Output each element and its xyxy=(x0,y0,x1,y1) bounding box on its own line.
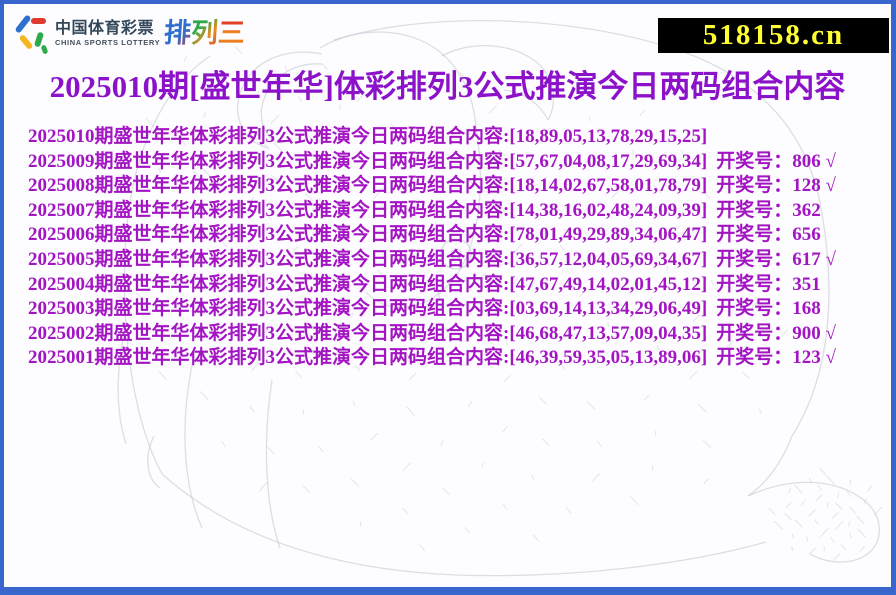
game-char-3: 三 xyxy=(217,12,247,54)
game-name-pailie3: 排 列 三 xyxy=(163,12,247,54)
prediction-row: 2025006期盛世年华体彩排列3公式推演今日两码组合内容:[78,01,49,… xyxy=(28,223,887,248)
prediction-row: 2025007期盛世年华体彩排列3公式推演今日两码组合内容:[14,38,16,… xyxy=(28,199,887,224)
row-text: 2025003期盛世年华体彩排列3公式推演今日两码组合内容:[03,69,14,… xyxy=(28,298,708,320)
row-text: 2025001期盛世年华体彩排列3公式推演今日两码组合内容:[46,39,59,… xyxy=(28,347,708,369)
row-text: 2025006期盛世年华体彩排列3公式推演今日两码组合内容:[78,01,49,… xyxy=(28,224,708,246)
row-text: 2025007期盛世年华体彩排列3公式推演今日两码组合内容:[14,38,16,… xyxy=(28,199,708,221)
brand-text: 中国体育彩票 CHINA SPORTS LOTTERY xyxy=(55,20,160,47)
logo-stroke-blue xyxy=(14,14,32,34)
prediction-row: 2025003期盛世年华体彩排列3公式推演今日两码组合内容:[03,69,14,… xyxy=(28,297,887,322)
site-domain-badge: 518158.cn xyxy=(658,18,889,53)
prediction-row: 2025004期盛世年华体彩排列3公式推演今日两码组合内容:[47,67,49,… xyxy=(28,273,887,298)
prediction-row: 2025002期盛世年华体彩排列3公式推演今日两码组合内容:[46,68,47,… xyxy=(28,322,887,347)
prediction-list: 2025010期盛世年华体彩排列3公式推演今日两码组合内容:[18,89,05,… xyxy=(28,125,887,371)
china-sports-lottery-logo: 中国体育彩票 CHINA SPORTS LOTTERY 排 列 三 xyxy=(14,12,247,55)
sports-lottery-mark-icon xyxy=(14,12,49,55)
row-result: 开奖号：351 xyxy=(716,273,821,295)
prediction-row: 2025009期盛世年华体彩排列3公式推演今日两码组合内容:[57,67,04,… xyxy=(28,150,887,175)
prediction-row: 2025010期盛世年华体彩排列3公式推演今日两码组合内容:[18,89,05,… xyxy=(28,125,887,150)
prediction-row: 2025008期盛世年华体彩排列3公式推演今日两码组合内容:[18,14,02,… xyxy=(28,174,887,199)
row-text: 2025002期盛世年华体彩排列3公式推演今日两码组合内容:[46,68,47,… xyxy=(28,322,708,344)
page-title: 2025010期[盛世年华]体彩排列3公式推演今日两码组合内容 xyxy=(49,69,846,104)
brand-name-cn: 中国体育彩票 xyxy=(55,19,155,37)
logo-stroke-green-small xyxy=(40,44,49,55)
prediction-row: 2025005期盛世年华体彩排列3公式推演今日两码组合内容:[36,57,12,… xyxy=(28,248,887,273)
row-result: 开奖号：128 √ xyxy=(716,175,836,197)
row-result: 开奖号：123 √ xyxy=(716,347,836,369)
prediction-row: 2025001期盛世年华体彩排列3公式推演今日两码组合内容:[46,39,59,… xyxy=(28,346,887,371)
row-text: 2025005期盛世年华体彩排列3公式推演今日两码组合内容:[36,57,12,… xyxy=(28,248,708,270)
row-text: 2025008期盛世年华体彩排列3公式推演今日两码组合内容:[18,14,02,… xyxy=(28,175,708,197)
header: 中国体育彩票 CHINA SPORTS LOTTERY 排 列 三 518158… xyxy=(14,10,889,62)
brand-name-en: CHINA SPORTS LOTTERY xyxy=(55,37,161,47)
row-text: 2025009期盛世年华体彩排列3公式推演今日两码组合内容:[57,67,04,… xyxy=(28,150,708,172)
row-result: 开奖号：168 xyxy=(716,298,821,320)
row-result: 开奖号：656 xyxy=(716,224,821,246)
row-result: 开奖号：617 √ xyxy=(716,248,836,270)
row-text: 2025010期盛世年华体彩排列3公式推演今日两码组合内容:[18,89,05,… xyxy=(28,126,708,147)
row-result: 开奖号：362 xyxy=(716,199,821,221)
row-result: 开奖号：806 √ xyxy=(716,150,836,172)
logo-stroke-yellow xyxy=(18,33,34,51)
row-text: 2025004期盛世年华体彩排列3公式推演今日两码组合内容:[47,67,49,… xyxy=(28,273,708,295)
logo-stroke-red xyxy=(31,18,46,24)
row-result: 开奖号：900 √ xyxy=(716,322,836,344)
game-char-1: 排 xyxy=(163,12,193,54)
game-char-2: 列 xyxy=(190,12,220,54)
